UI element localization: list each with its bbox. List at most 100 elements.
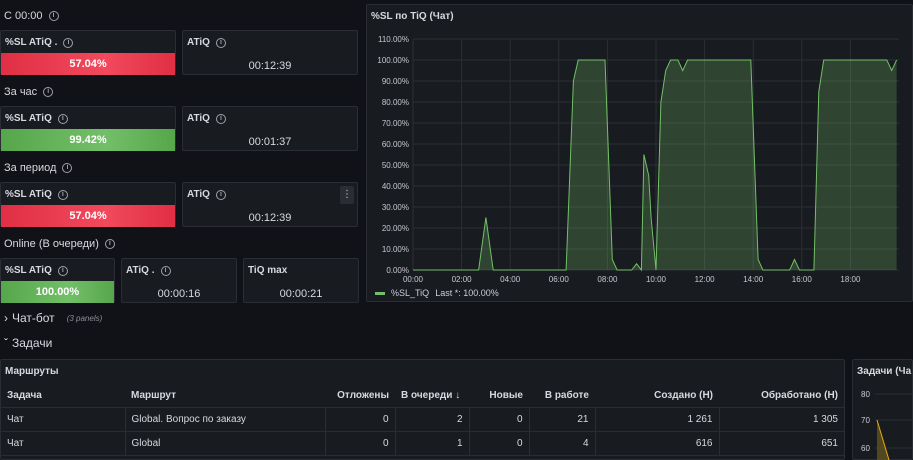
table-title: Маршруты [5,366,59,377]
x-tick-label: 00:00 [403,275,424,284]
panel-title: ATiQ i [187,37,226,48]
routes-table-panel: Маршруты Задача Маршрут Отложены В очере… [0,359,845,460]
table-title-text: Маршруты [5,366,59,377]
info-icon[interactable]: i [43,87,54,97]
y-tick-label: 60.00% [382,140,409,149]
y-tick: 60 [861,444,870,453]
info-icon[interactable]: i [160,265,171,276]
tasks-chart-svg [875,393,913,460]
info-icon[interactable]: i [104,239,115,249]
info-icon[interactable]: i [57,189,68,200]
panel-title: %SL ATiQ i [5,265,68,276]
table-row: Чат Global. Вопрос по заказу 0 2 0 21 1 … [1,407,844,432]
row-chatbot[interactable]: › Чат-бот (3 panels) [4,311,102,325]
info-icon[interactable]: i [215,113,226,124]
column-header-label: В очереди [401,390,453,402]
panel-title-text: %SL ATiQ . [5,37,58,48]
panel-title: %SL ATiQ . i [5,37,74,48]
stat-value: 00:00:21 [279,288,323,300]
chart-legend[interactable]: %SL_TiQ Last *: 100.00% [375,288,499,298]
row-panel-count: (3 panels) [66,313,103,323]
info-icon[interactable]: i [48,11,59,21]
table-container: Задача Маршрут Отложены В очереди ↓ Новы… [1,385,844,456]
stat-panel-sl-row3: %SL ATiQ i 57.04% [0,182,176,227]
x-tick-label: 10:00 [646,275,667,284]
panel-title: ATiQ i [187,113,226,124]
column-header[interactable]: Создано (Н) [595,385,719,408]
info-icon[interactable]: i [215,37,226,48]
panel-title-text: TiQ max [248,265,288,276]
section-label: С 00:00 [4,10,43,22]
x-tick-label: 16:00 [792,275,813,284]
table-cell: 4 [529,431,596,456]
panel-title-text: ATiQ [187,113,210,124]
x-tick-label: 18:00 [840,275,861,284]
series-line [413,59,898,272]
section-title-last-hour: За час i [4,86,54,98]
panel-title: ATiQ . i [126,265,171,276]
panel-title-text: %SL ATiQ [5,265,52,276]
row-title: Чат-бот [12,311,55,325]
table-cell: 1 [395,431,470,456]
stat-value-bar: 99.42% [1,129,175,151]
info-icon[interactable]: i [57,113,68,124]
table-cell: 651 [719,431,844,456]
panel-title-text: ATiQ . [126,265,155,276]
column-header[interactable]: Отложены [325,385,395,408]
info-icon[interactable]: i [62,163,73,173]
stat-value-bar: 57.04% [1,53,175,75]
chart-svg: 0.00% 10.00% 20.00% 30.00% 40.00% 50.00% 60.00… [377,35,899,284]
section-title-online: Online (В очереди) i [4,238,115,250]
stat-value-bar: 100.00% [1,281,114,303]
table-cell: 0 [325,407,396,432]
column-header[interactable]: Новые [469,385,529,408]
y-tick-label: 110.00% [378,35,409,44]
legend-last-value: Last *: 100.00% [435,288,499,298]
legend-swatch [375,291,385,295]
x-tick-label: 04:00 [500,275,521,284]
stat-panel-atiq-online: ATiQ . i 00:00:16 [121,258,237,303]
column-header[interactable]: Задача [1,385,125,408]
section-label: Online (В очереди) [4,238,99,250]
x-tick-label: 14:00 [743,275,764,284]
x-tick-label: 06:00 [549,275,570,284]
table-cell: Global. Вопрос по заказу [125,407,326,432]
chart-title: %SL по TiQ (Чат) [371,11,454,22]
y-tick-label: 90.00% [382,77,409,86]
y-tick-label: 0.00% [386,266,409,275]
panel-title-text: %SL ATiQ [5,189,52,200]
column-header[interactable]: Обработано (Н) [719,385,844,408]
routes-table: Задача Маршрут Отложены В очереди ↓ Новы… [1,385,844,456]
sort-desc-icon: ↓ [455,390,461,402]
table-cell: 1 261 [595,407,720,432]
section-title-since-midnight: С 00:00 i [4,10,59,22]
stat-panel-sl-row2: %SL ATiQ i 99.42% [0,106,176,151]
table-row: Чат Global 0 1 0 4 616 651 [1,431,844,456]
column-header[interactable]: Маршрут [125,385,325,408]
y-tick-label: 10.00% [382,245,409,254]
table-cell: 616 [595,431,720,456]
panel-title: TiQ max [248,265,287,276]
column-header[interactable]: В работе [529,385,595,408]
table-cell: Global [125,431,326,456]
table-cell: 0 [469,407,530,432]
panel-title: %SL ATiQ i [5,189,68,200]
row-tasks[interactable]: ˇ Задачи [4,336,52,350]
info-icon[interactable]: i [57,265,68,276]
info-icon[interactable]: i [63,37,74,48]
panel-title-text: %SL ATiQ [5,113,52,124]
stat-value: 00:12:39 [248,60,292,72]
panel-menu-icon[interactable]: ⋮ [340,186,354,204]
section-label: За час [4,86,38,98]
column-header-sorted[interactable]: В очереди ↓ [395,385,469,408]
y-tick-label: 100.00% [377,56,409,65]
chevron-right-icon: › [4,311,8,325]
table-cell: 1 305 [719,407,844,432]
stat-panel-atiq-row1: ATiQ i 00:12:39 [182,30,358,75]
stat-value: 00:01:37 [248,136,292,148]
y-tick-label: 50.00% [382,161,409,170]
panel-title-text: Задачи (Ча [857,366,912,377]
info-icon[interactable]: i [215,189,226,200]
y-tick-label: 20.00% [382,224,409,233]
sl-tiq-chart-panel: %SL по TiQ (Чат) 0.00% 10.00% 20.00% 30.00%… [366,4,913,302]
